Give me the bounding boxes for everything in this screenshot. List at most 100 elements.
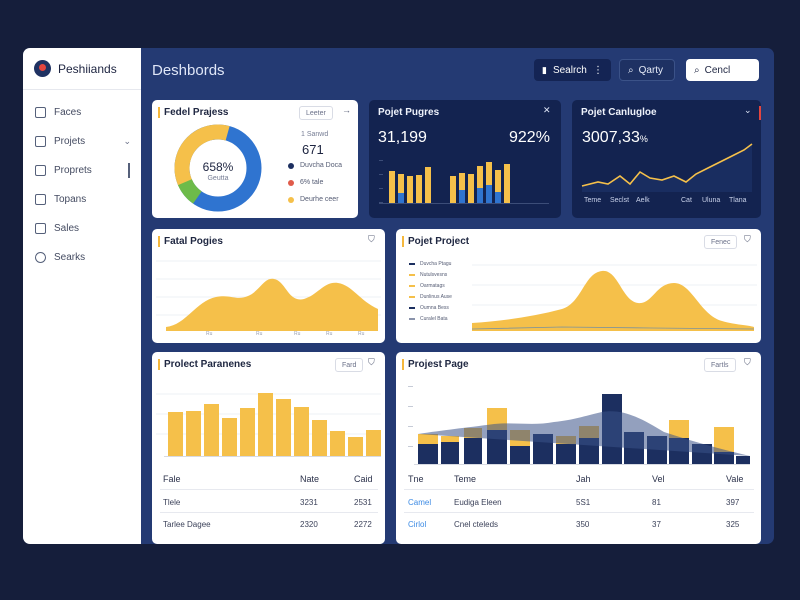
fartls-pill[interactable]: Fartls (704, 358, 736, 372)
legend-label: Deurhe ceer (300, 196, 339, 203)
sidebar-item-proprets[interactable]: Proprets (23, 156, 141, 185)
sidebar-item-label: Topans (54, 194, 87, 205)
value-number: 3007,33 (582, 129, 640, 146)
fard-pill[interactable]: Fard (335, 358, 364, 372)
table-header: Jah (576, 474, 591, 484)
project-paranenes-card: Prolect Paranenes Fard ⛉ (152, 352, 385, 544)
legend-label: 6% tale (300, 179, 324, 186)
legend-swatch (409, 285, 415, 287)
sidebar-nav: Faces Projets ⌄ Proprets Topans Sales (23, 90, 141, 272)
table-header: Vel (652, 474, 665, 484)
table-cell: 325 (726, 520, 740, 529)
leeter-pill[interactable]: Leeter (299, 106, 333, 120)
table-cell: 81 (652, 498, 661, 507)
sidebar-item-sales[interactable]: Sales (23, 214, 141, 243)
table-header: Teme (454, 474, 477, 484)
stat-value: 671 (302, 142, 324, 157)
value: 3007,33% (582, 129, 648, 147)
shield-icon[interactable]: ⛉ (368, 234, 375, 244)
shield-icon[interactable]: ⛉ (744, 234, 751, 244)
table-link[interactable]: Cirlol (408, 520, 427, 529)
x-tick-label: Cat (681, 197, 692, 204)
shield-icon[interactable]: ⛉ (368, 357, 375, 367)
table-cell: 3231 (300, 498, 318, 507)
card-title: Fatal Pogies (158, 236, 223, 247)
search-button[interactable]: ▮ Sealrch ⋮ (534, 59, 611, 81)
card-title: Fedel Prajess (158, 107, 228, 118)
legend-label: Curalel Bata (420, 316, 448, 322)
calendar-icon (35, 194, 46, 205)
donut-center-value: 658% (202, 160, 234, 174)
active-indicator (128, 163, 130, 178)
x-tick-label: Ru (206, 331, 213, 337)
legend-label: Dunlinus Ause (420, 294, 452, 300)
card-title: Prolect Paranenes (158, 359, 251, 370)
divider (404, 512, 754, 513)
chevron-down-icon[interactable]: ⌄ (744, 105, 752, 115)
fedel-projess-card: Fedel Prajess Leeter → 658% Geutta 1 San… (152, 100, 358, 218)
brand[interactable]: Peshiiands (23, 48, 141, 90)
sidebar-item-label: Projets (54, 136, 86, 147)
table-header: Nate (300, 474, 320, 484)
query-button[interactable]: ⌕ Qarty (619, 59, 675, 81)
sidebar-item-label: Searks (54, 252, 86, 263)
table-link[interactable]: Camel (408, 498, 432, 507)
legend-item: Oarmatags (409, 283, 445, 289)
app-window: Peshiiands Faces Projets ⌄ Proprets Topa… (23, 48, 774, 544)
pojet-project-card: Pojet Project Fenec ⛉ Duvcha Ptagu Nutul… (396, 229, 761, 343)
fatal-pogies-card: Fatal Pogies ⛉ Ru Ru Ru Ru Ru (152, 229, 385, 343)
legend-dot (288, 196, 294, 203)
cencl-button[interactable]: ⌕ Cencl (686, 59, 759, 81)
sidebar-item-projets[interactable]: Projets ⌄ (23, 127, 141, 156)
brand-name: Peshiiands (58, 61, 117, 76)
table-cell: 2531 (354, 498, 372, 507)
donut-chart (174, 124, 262, 212)
x-tick-label: Ru (256, 331, 263, 337)
value-right: 922% (509, 129, 550, 146)
sidebar-item-label: Sales (54, 223, 80, 234)
sidebar-item-faces[interactable]: Faces (23, 98, 141, 127)
close-icon[interactable]: ✕ (543, 105, 551, 115)
table-header: Vale (726, 474, 744, 484)
table-cell: 37 (652, 520, 661, 529)
table-header: Tne (408, 474, 424, 484)
table-cell: Eudiga Eleen (454, 498, 502, 507)
legend-item: Deurhe ceer (288, 196, 339, 203)
shield-icon[interactable]: ⛉ (744, 357, 751, 367)
legend-item: Duvcha Doca (288, 162, 342, 169)
x-tick-label: Ru (294, 331, 301, 337)
file-icon (35, 107, 46, 118)
legend-label: Duvcha Doca (300, 162, 343, 169)
project-page-card: Projest Page Fartls ⛉ (396, 352, 761, 544)
arrow-icon[interactable]: → (342, 105, 351, 115)
cart-icon (35, 223, 46, 234)
x-tick-label: Ru (358, 331, 365, 337)
legend-item: Dunlinus Ause (409, 294, 452, 300)
more-icon[interactable]: ⋮ (593, 64, 603, 76)
pojet-canlugloe-card: Pojet Canlugloe ⌄ 3007,33% Teme Seclst A… (572, 100, 761, 218)
sidebar-item-topans[interactable]: Topans (23, 185, 141, 214)
table-cell: 397 (726, 498, 740, 507)
fenec-pill[interactable]: Fenec (704, 235, 738, 249)
value-left: 31,199 (378, 129, 427, 146)
page-title: Deshbords (152, 62, 225, 79)
value-suffix: % (639, 134, 648, 144)
table-cell: 2320 (300, 520, 318, 529)
legend-item: Oumna Bess (409, 305, 449, 311)
alert-marker (759, 106, 761, 120)
lock-icon: ▮ (542, 64, 547, 75)
legend-label: Oarmatags (420, 283, 445, 289)
legend-item: 6% tale (288, 179, 323, 186)
legend-dot (288, 162, 294, 169)
cencl-button-label: Cencl (704, 64, 731, 76)
chevron-down-icon[interactable]: ⌄ (123, 136, 131, 146)
legend-item: Curalel Bata (409, 316, 448, 322)
card-title: Pojet Canlugloe (581, 107, 657, 118)
x-tick-label: Tlana (729, 197, 747, 204)
sidebar-item-searks[interactable]: Searks (23, 243, 141, 272)
query-button-label: Qarty (638, 64, 664, 76)
card-title: Projest Page (402, 359, 469, 370)
stat-label: 1 Sanwd (301, 131, 329, 138)
logo-icon (34, 60, 51, 77)
legend-label: Oumna Bess (420, 305, 449, 311)
